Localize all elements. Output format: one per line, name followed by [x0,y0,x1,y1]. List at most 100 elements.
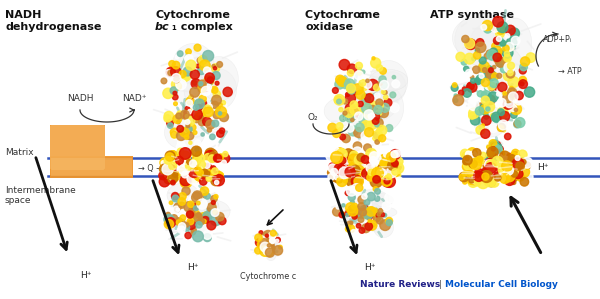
Circle shape [340,134,346,140]
Circle shape [520,63,527,71]
Circle shape [486,95,495,105]
Circle shape [481,25,487,30]
Circle shape [343,149,353,159]
Circle shape [191,146,202,156]
Circle shape [194,44,201,51]
Circle shape [332,208,341,216]
Circle shape [206,176,211,181]
Circle shape [379,108,388,118]
Circle shape [463,152,469,158]
Circle shape [365,94,374,103]
Circle shape [334,173,344,183]
Circle shape [264,247,274,257]
Circle shape [187,173,198,184]
Circle shape [207,78,212,83]
Ellipse shape [187,196,219,219]
Circle shape [469,171,474,176]
Circle shape [171,131,178,138]
Circle shape [172,195,179,202]
Circle shape [337,176,347,187]
Circle shape [183,73,191,81]
Circle shape [194,157,201,164]
Circle shape [166,67,175,77]
Ellipse shape [199,57,238,101]
Circle shape [170,180,175,185]
Circle shape [372,57,375,60]
Circle shape [205,148,216,159]
Circle shape [511,153,519,161]
Ellipse shape [490,148,500,160]
Circle shape [526,53,536,62]
Circle shape [220,162,231,173]
Circle shape [502,161,512,172]
Circle shape [507,165,518,176]
Circle shape [490,48,497,56]
Text: bc: bc [155,22,170,32]
FancyBboxPatch shape [50,125,105,170]
Circle shape [478,65,487,73]
Circle shape [205,150,215,161]
Circle shape [340,158,345,163]
Circle shape [396,173,401,178]
Circle shape [483,161,489,167]
Circle shape [497,22,508,33]
Circle shape [176,156,184,164]
Circle shape [175,207,179,212]
Circle shape [187,218,194,225]
Circle shape [503,91,506,95]
Circle shape [377,175,384,181]
Ellipse shape [455,14,504,65]
Circle shape [212,71,220,80]
Circle shape [341,79,350,89]
Circle shape [486,70,495,79]
Circle shape [189,141,192,144]
Circle shape [202,164,212,174]
Circle shape [190,70,199,79]
Circle shape [169,162,176,170]
Circle shape [365,223,373,230]
Circle shape [174,203,181,210]
Circle shape [495,152,500,157]
Circle shape [485,163,496,174]
Circle shape [346,186,356,196]
Circle shape [460,149,469,158]
Circle shape [360,109,364,113]
Circle shape [473,171,484,181]
Circle shape [480,152,487,159]
Circle shape [381,176,392,186]
Circle shape [485,85,490,91]
Circle shape [346,93,356,103]
Circle shape [354,127,364,138]
Circle shape [489,177,499,187]
Circle shape [268,238,274,245]
Circle shape [496,169,501,175]
Circle shape [456,52,465,61]
Circle shape [271,246,275,251]
Circle shape [346,92,350,97]
Circle shape [356,62,362,69]
Circle shape [197,199,207,209]
Circle shape [208,174,215,181]
Circle shape [197,161,205,169]
Text: NAD⁺: NAD⁺ [122,94,146,103]
Circle shape [362,158,373,169]
Circle shape [178,223,185,230]
Circle shape [331,174,338,181]
Circle shape [472,149,481,157]
Circle shape [467,82,477,92]
Circle shape [344,79,355,89]
Circle shape [170,128,178,136]
Circle shape [195,112,204,121]
Circle shape [491,144,495,147]
Ellipse shape [184,195,217,218]
Circle shape [348,154,359,166]
Circle shape [514,120,521,128]
Circle shape [459,172,469,182]
Circle shape [163,161,172,169]
Circle shape [199,167,208,176]
Circle shape [336,164,348,176]
Circle shape [338,128,342,132]
Circle shape [493,157,499,164]
Circle shape [176,113,182,119]
Circle shape [349,155,353,160]
